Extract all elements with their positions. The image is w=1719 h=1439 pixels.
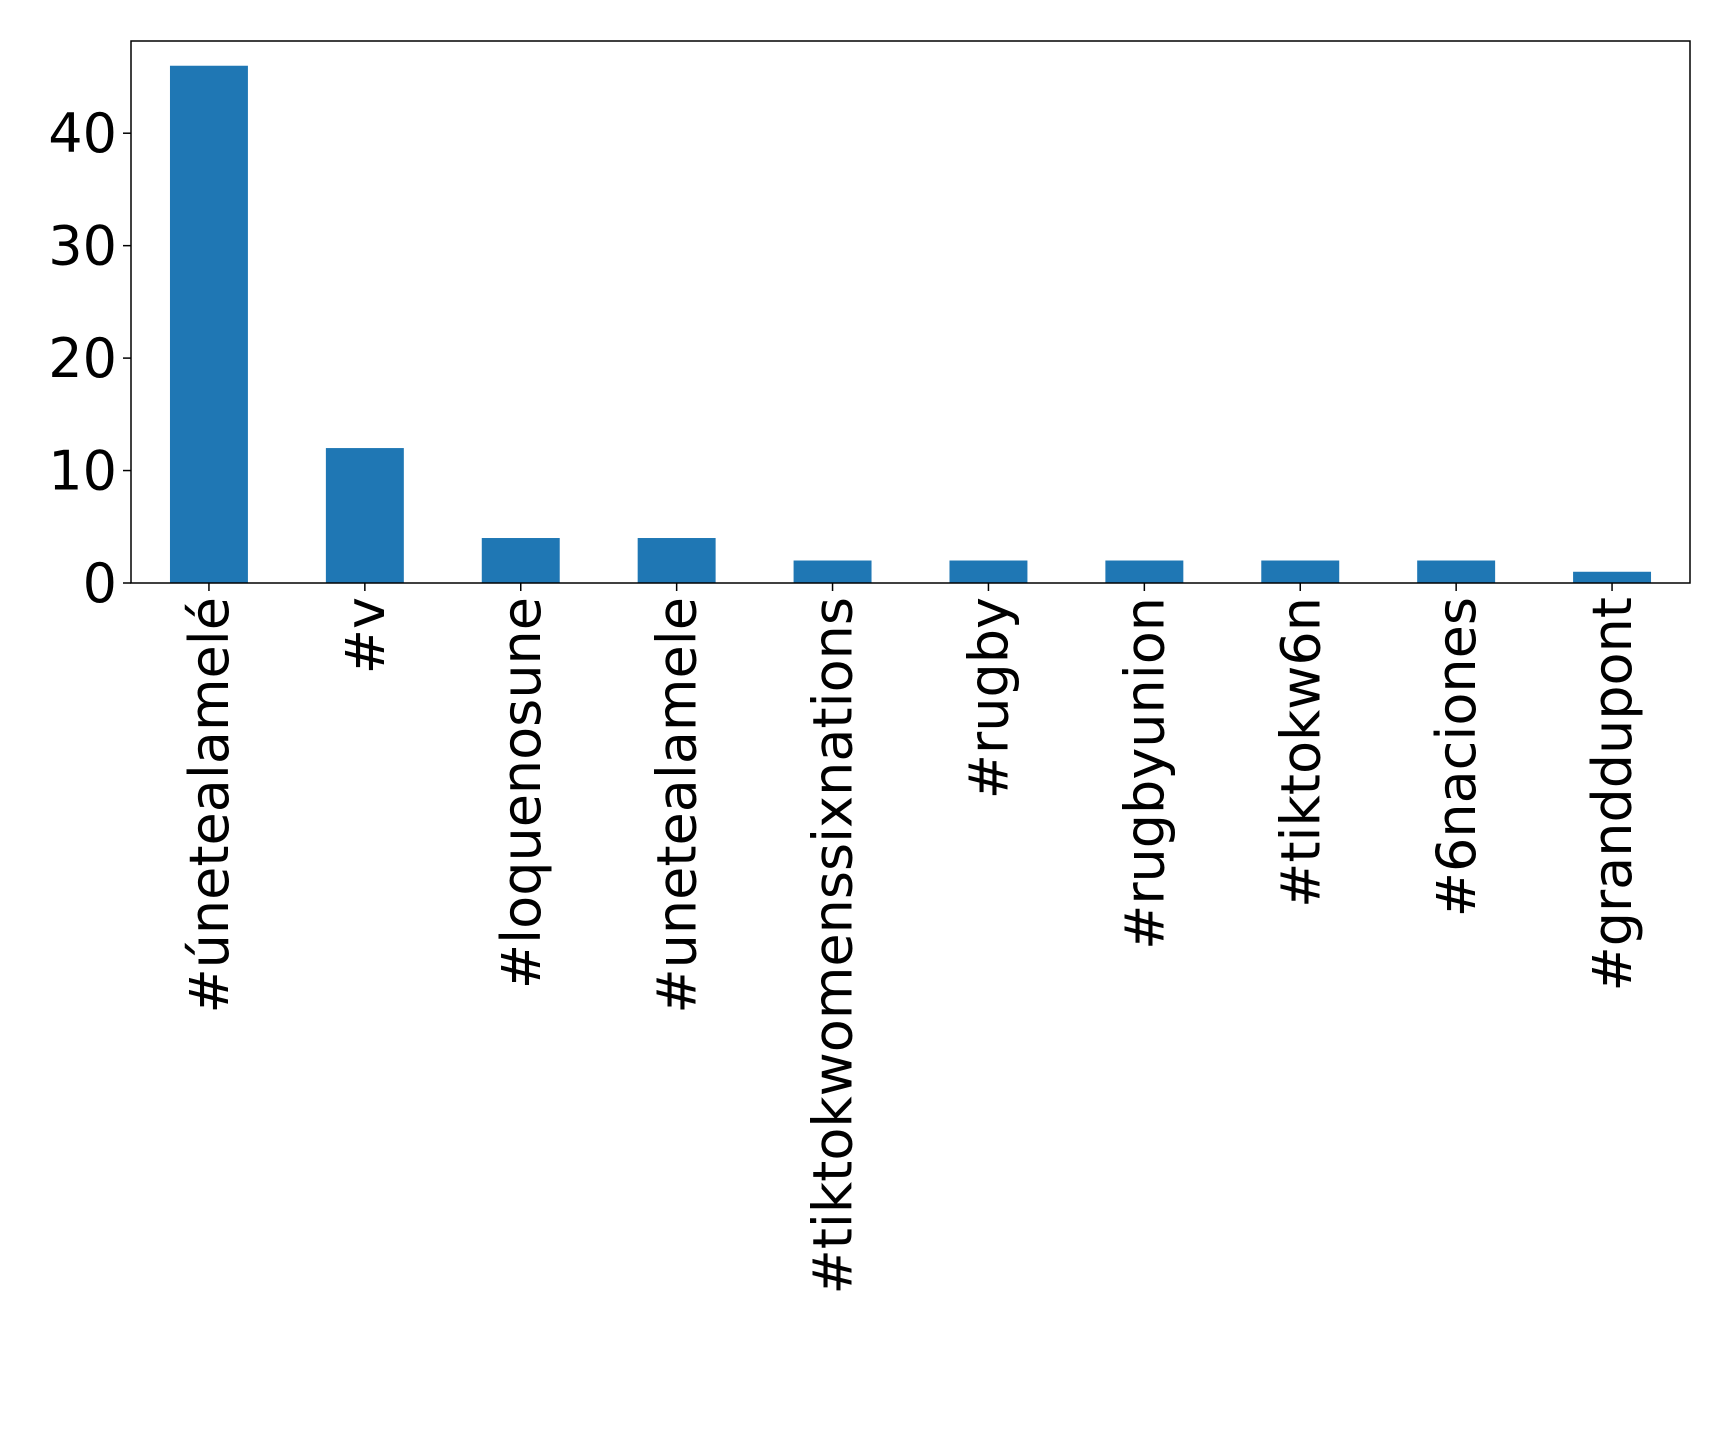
bar [325,448,404,583]
y-axis: 0 10 20 30 40 [48,102,131,615]
x-tick-label: #únetealamelé [178,597,241,1014]
bar [949,560,1028,583]
y-tick-label: 30 [48,215,117,278]
x-tick-label: #loquenosune [490,597,553,989]
bar [481,538,560,583]
bars-layer [169,65,1652,584]
bar [1105,560,1184,583]
x-tick-label: #tiktokwomenssixnations [802,597,865,1295]
bar [169,65,248,584]
x-tick-label: #unetealamele [646,597,709,1014]
y-tick-label: 0 [83,552,117,615]
y-tick-label: 20 [48,327,117,390]
bar [1573,571,1652,583]
bar [793,560,872,583]
y-tick-label: 10 [48,440,117,503]
x-tick-label: #v [334,597,397,674]
x-tick-label: #granddupont [1581,597,1644,992]
bar [1417,560,1496,583]
x-tick-label: #6naciones [1425,597,1488,917]
y-tick-label: 40 [48,102,117,165]
x-tick-label: #rugby [957,597,1020,799]
x-tick-label: #tiktokw6n [1269,597,1332,908]
x-tick-label: #rugbyunion [1113,597,1176,950]
bar [1261,560,1340,583]
bar [637,538,716,583]
x-axis: #únetealamelé #v #loquenosune #unetealamele… [178,583,1644,1295]
plot-frame [130,40,1691,584]
